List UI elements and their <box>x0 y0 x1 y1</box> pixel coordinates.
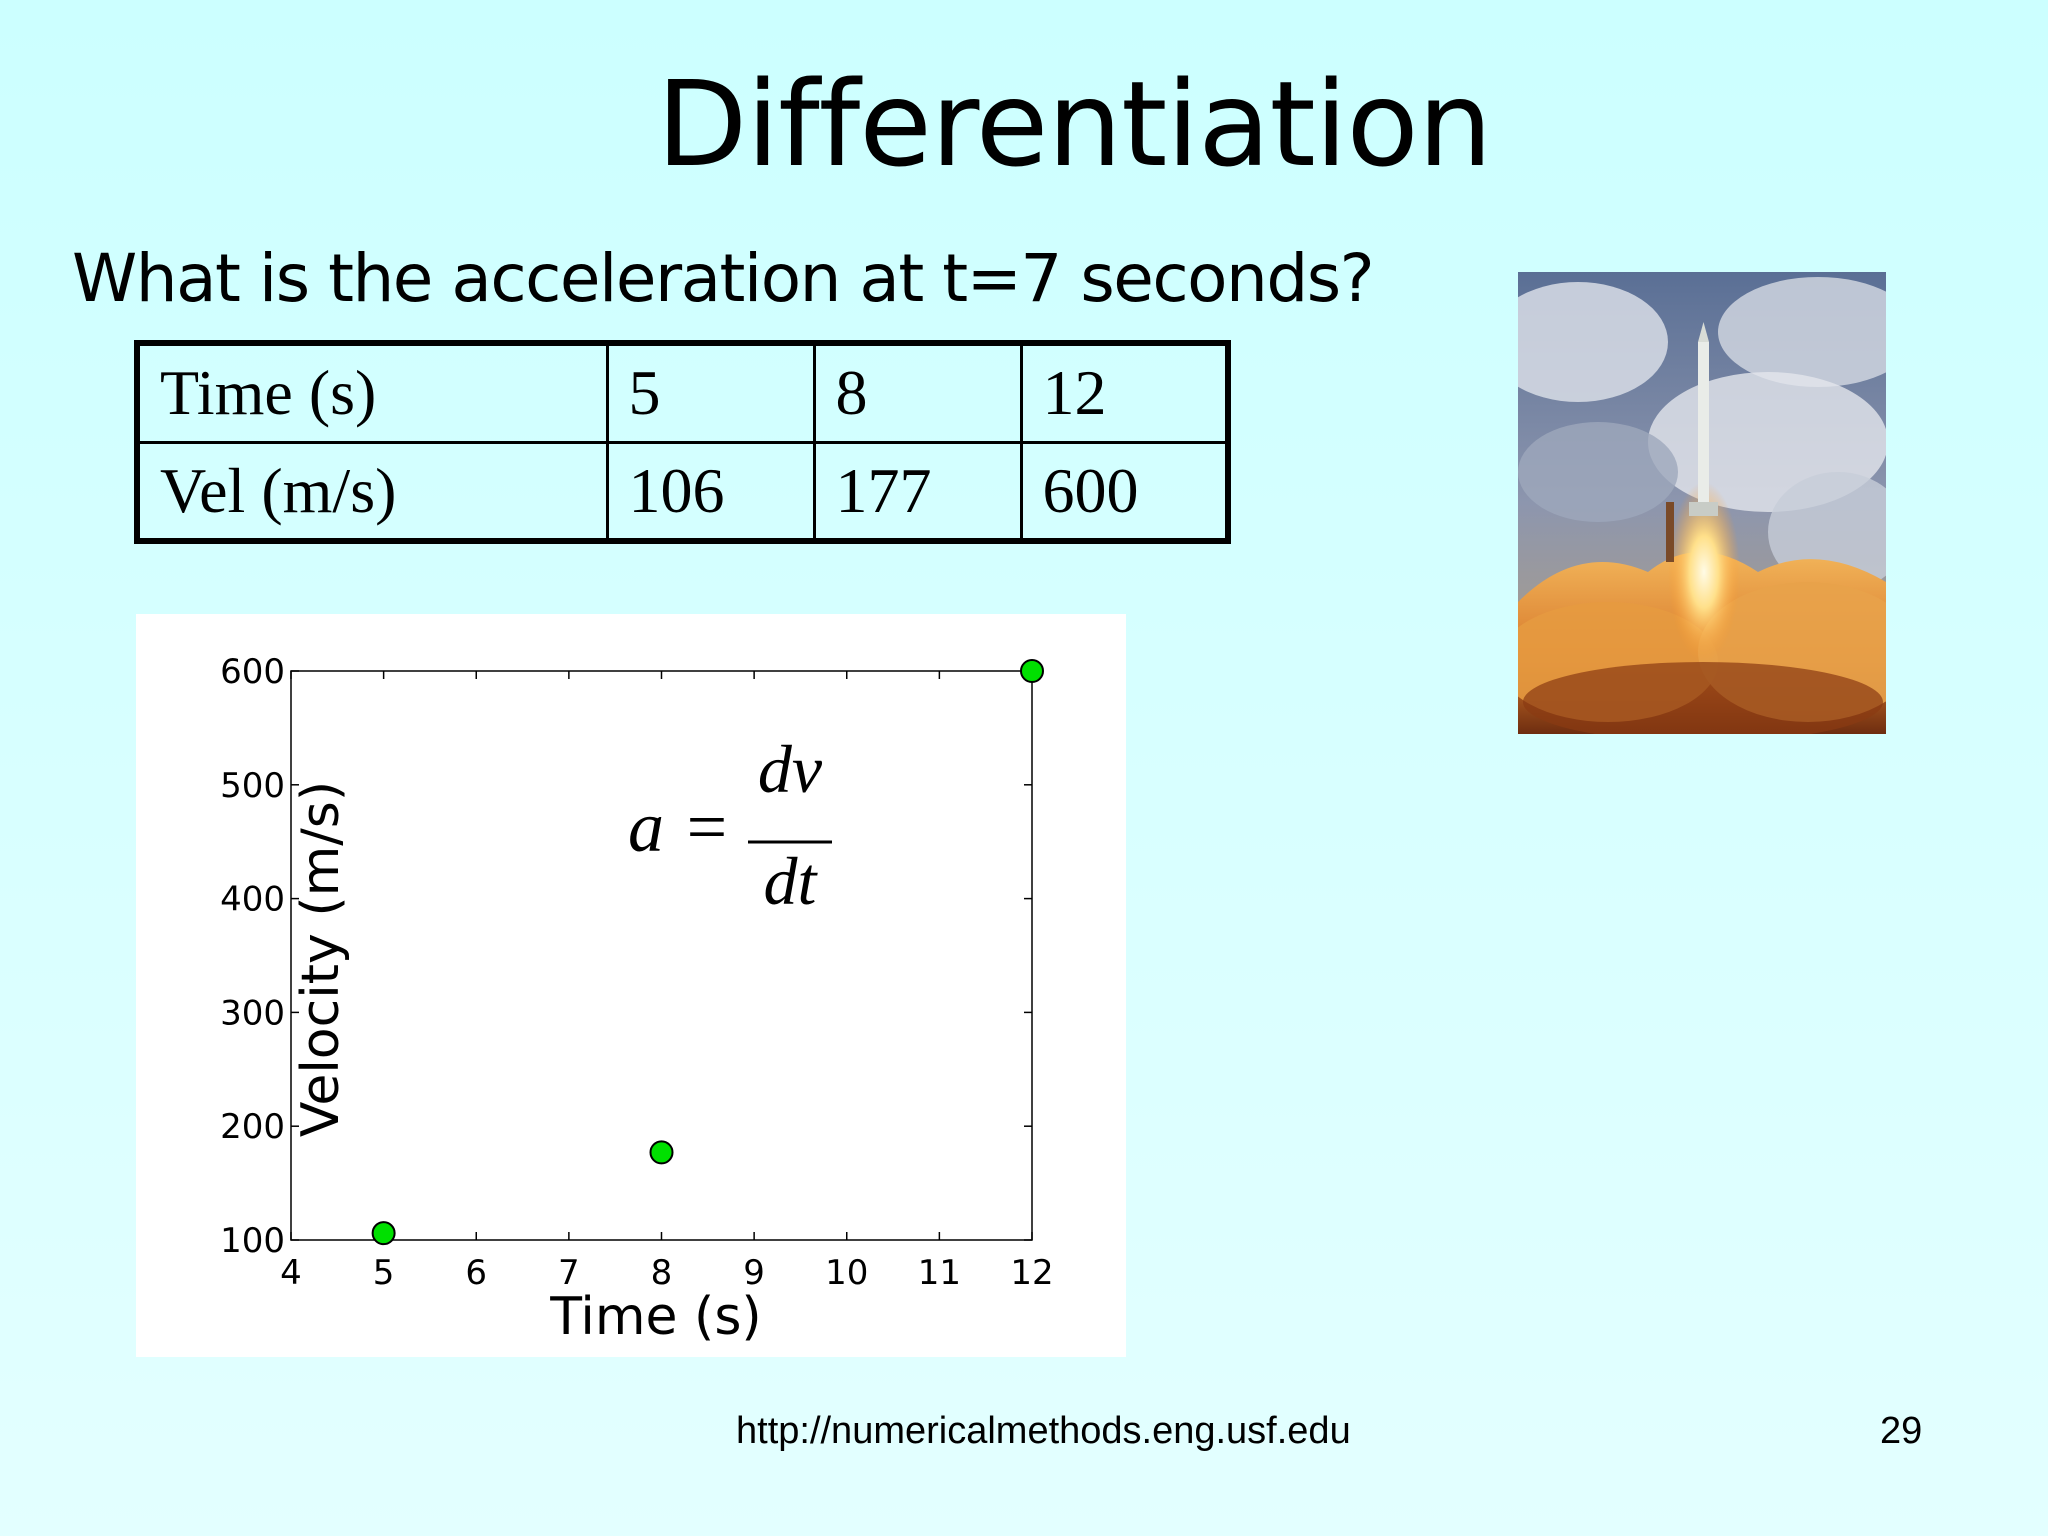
formula-lhs: a = <box>628 787 731 867</box>
x-tick-label: 9 <box>743 1253 765 1293</box>
y-tick-label: 400 <box>220 880 285 920</box>
table-row: Time (s) 5 8 12 <box>135 341 1230 444</box>
x-tick-label: 6 <box>465 1253 487 1293</box>
footer-url[interactable]: http://numericalmethods.eng.usf.edu <box>736 1410 1351 1452</box>
rocket-launch-image <box>1518 272 1886 734</box>
table-row: Vel (m/s) 106 177 600 <box>135 440 1230 543</box>
x-tick-label: 11 <box>918 1253 961 1293</box>
x-axis-label: Time (s) <box>549 1287 761 1347</box>
row-header-velocity: Vel (m/s) <box>135 440 609 543</box>
y-axis-label: Velocity (m/s) <box>291 781 351 1137</box>
x-tick-label: 4 <box>280 1253 302 1293</box>
table-cell: 106 <box>605 440 816 543</box>
y-tick-label: 500 <box>220 766 285 806</box>
y-tick-label: 600 <box>220 652 285 692</box>
formula-denominator: dt <box>764 843 819 919</box>
formula-numerator: dv <box>758 731 823 807</box>
plot-frame <box>290 670 1033 1241</box>
slide-title: Differentiation <box>656 55 1492 193</box>
page-number: 29 <box>1880 1410 1923 1452</box>
table-cell: 12 <box>1019 341 1230 444</box>
x-tick-label: 7 <box>558 1253 580 1293</box>
row-header-time: Time (s) <box>135 341 609 444</box>
chart-panel: 4 5 6 7 8 9 10 11 12 100 200 300 400 500 600 Time (s) … <box>136 614 1126 1357</box>
table-cell: 600 <box>1019 440 1230 543</box>
x-tick-label: 5 <box>373 1253 395 1293</box>
y-tick-label: 100 <box>220 1221 285 1261</box>
y-tick-label: 300 <box>220 993 285 1033</box>
x-tick-label: 8 <box>651 1253 673 1293</box>
x-tick-label: 10 <box>825 1253 868 1293</box>
data-table: Time (s) 5 8 12 Vel (m/s) 106 177 600 <box>134 340 1231 544</box>
y-tick-label: 200 <box>220 1107 285 1147</box>
data-point <box>1020 659 1044 683</box>
question-text: What is the acceleration at t=7 seconds? <box>72 240 1375 317</box>
table-cell: 177 <box>812 440 1023 543</box>
table-cell: 5 <box>605 341 816 444</box>
data-point <box>649 1140 674 1165</box>
acceleration-formula: a = dv dt <box>628 731 832 919</box>
data-point <box>371 1221 396 1246</box>
table-cell: 8 <box>812 341 1023 444</box>
x-tick-label: 12 <box>1010 1253 1053 1293</box>
